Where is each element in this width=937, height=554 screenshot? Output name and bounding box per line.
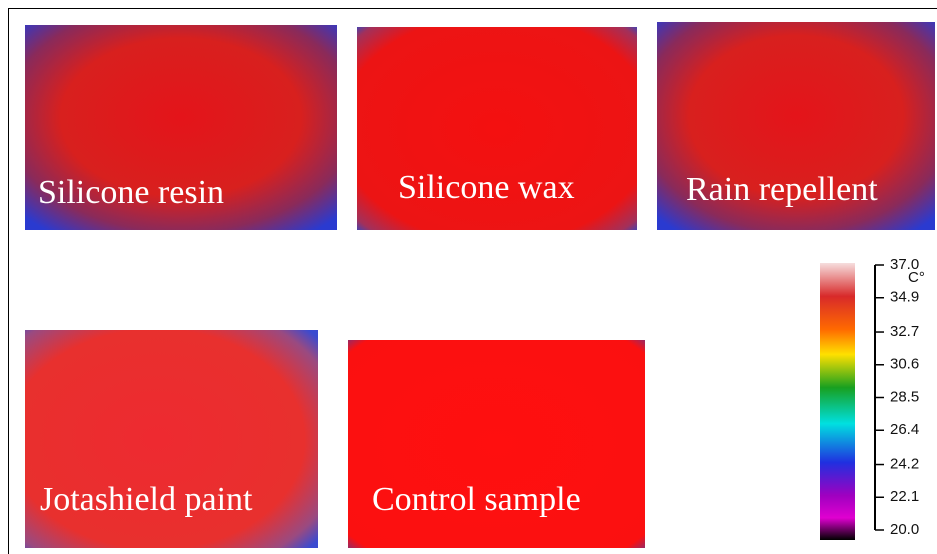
tick-label: 26.4 — [890, 421, 919, 438]
figure: Silicone resin Silicone wax Rain repelle… — [0, 0, 937, 554]
panel-label: Silicone resin — [38, 174, 224, 211]
tick-label: 37.0 — [890, 256, 919, 273]
panel-label: Rain repellent — [686, 171, 878, 208]
scale-ticks: 37.0 34.9 32.7 30.6 28.5 26.4 24.2 22.1 20.0 — [875, 256, 919, 538]
tick-label: 22.1 — [890, 488, 919, 505]
tick-label: 34.9 — [890, 289, 919, 306]
tick-label: 30.6 — [890, 356, 919, 373]
panel-label: Control sample — [372, 481, 581, 518]
tick-label: 28.5 — [890, 388, 919, 405]
tick-label: 32.7 — [890, 323, 919, 340]
tick-label: 20.0 — [890, 521, 919, 538]
color-scale — [820, 263, 855, 540]
panel-label: Jotashield paint — [40, 481, 253, 518]
tick-label: 24.2 — [890, 455, 919, 472]
panel-label: Silicone wax — [398, 169, 575, 206]
